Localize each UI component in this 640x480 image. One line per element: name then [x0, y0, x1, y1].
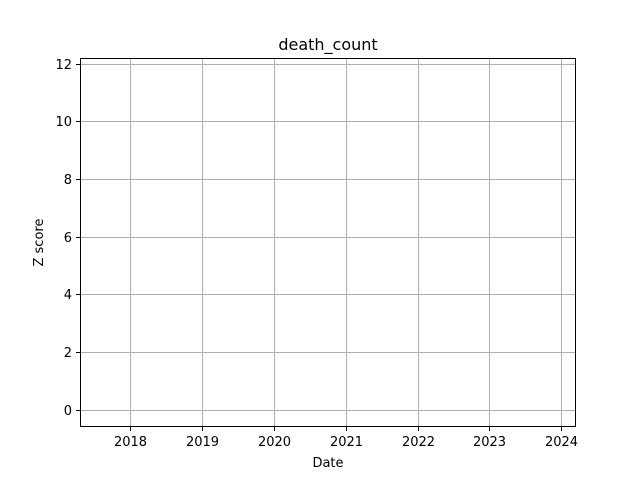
x-tick-label: 2023: [473, 435, 506, 450]
y-axis-label: Z score: [32, 219, 47, 267]
y-tick-label: 2: [64, 346, 72, 361]
y-tick-label: 12: [55, 58, 72, 73]
x-tick-label: 2020: [258, 435, 291, 450]
y-tick-label: 4: [64, 288, 72, 303]
x-axis-label: Date: [312, 456, 343, 471]
x-tick-label: 2019: [186, 435, 219, 450]
y-tick-label: 10: [55, 115, 72, 130]
x-tick-label: 2024: [545, 435, 578, 450]
axis-ticks: 2018 2019 2020 2021 2022 2023 2024 0 2 4 6 8 10 12: [55, 58, 578, 450]
y-tick-label: 6: [64, 231, 72, 246]
y-tick-label: 0: [64, 404, 72, 419]
chart-title: death_count: [278, 35, 377, 55]
x-tick-label: 2022: [402, 435, 435, 450]
y-tick-label: 8: [64, 173, 72, 188]
x-tick-label: 2018: [114, 435, 147, 450]
x-tick-label: 2021: [330, 435, 363, 450]
plot-area: [80, 58, 576, 427]
grid-lines: [80, 58, 576, 427]
plot-frame: [80, 58, 576, 427]
